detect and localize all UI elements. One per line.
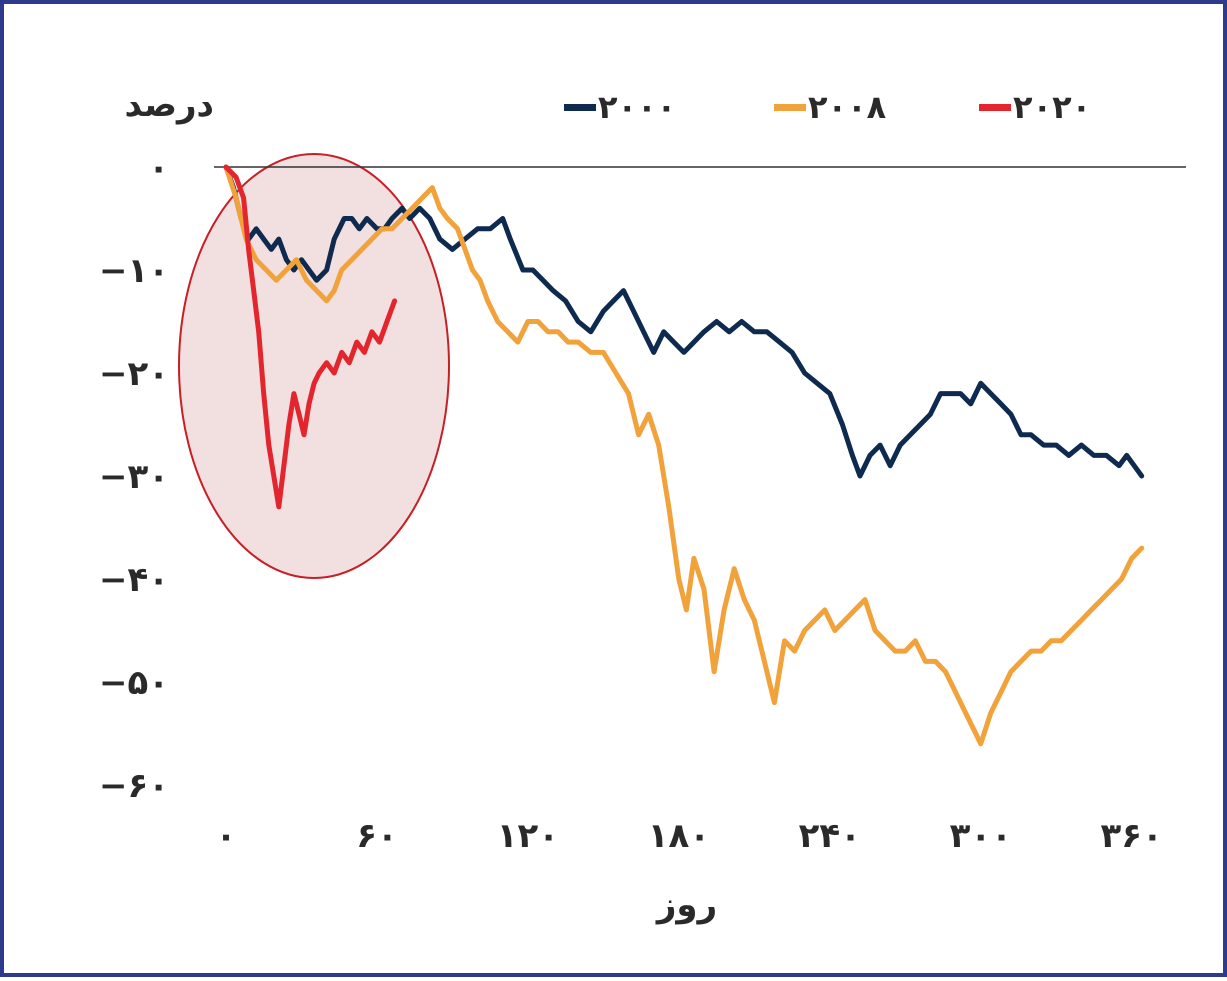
x-axis-title: روز [655, 885, 717, 925]
y-tick-label: −۶۰ [99, 766, 169, 806]
y-tick-label: −۳۰ [99, 457, 169, 497]
x-tick-label: ۳۰۰ [950, 816, 1012, 856]
x-tick-label: ۱۸۰ [648, 816, 710, 856]
y-tick-label: ۰ [148, 148, 169, 188]
x-tick-label: ۱۲۰ [497, 816, 559, 856]
series-line-1 [223, 164, 1145, 747]
y-tick-labels: ۰ −۱۰ −۲۰ −۳۰ −۴۰ −۵۰ −۶۰ [99, 148, 169, 806]
legend-label: ۲۰۰۰ [598, 88, 676, 126]
x-tick-label: ۰ [216, 816, 237, 856]
legend-swatch [774, 104, 806, 111]
y-tick-label: −۴۰ [99, 560, 169, 600]
y-tick-label: −۱۰ [99, 251, 169, 291]
x-tick-label: ۳۶۰ [1101, 816, 1163, 856]
x-tick-label: ۲۴۰ [799, 816, 861, 856]
line-chart: ۰ −۱۰ −۲۰ −۳۰ −۴۰ −۵۰ −۶۰ ۰ ۶۰ ۱۲۰ ۱۸۰ ۲۴۰ ۳۰۰ ۳۶۰ د… [99, 85, 1186, 925]
legend-label: ۲۰۰۸ [808, 88, 887, 126]
series-line-0 [223, 164, 1145, 479]
y-tick-label: −۲۰ [99, 354, 169, 394]
series-line-2 [223, 164, 398, 510]
x-tick-label: ۶۰ [356, 816, 398, 856]
legend: ۲۰۰۰ ۲۰۰۸ ۲۰۲۰ [564, 88, 1091, 126]
series-layer [223, 164, 1145, 747]
y-tick-label: −۵۰ [99, 663, 169, 703]
legend-label: ۲۰۲۰ [1013, 88, 1091, 126]
y-axis-title: درصد [124, 85, 214, 125]
legend-swatch [979, 104, 1011, 111]
legend-swatch [564, 104, 596, 111]
highlight-ellipse [178, 153, 450, 579]
x-tick-labels: ۰ ۶۰ ۱۲۰ ۱۸۰ ۲۴۰ ۳۰۰ ۳۶۰ [216, 816, 1163, 856]
